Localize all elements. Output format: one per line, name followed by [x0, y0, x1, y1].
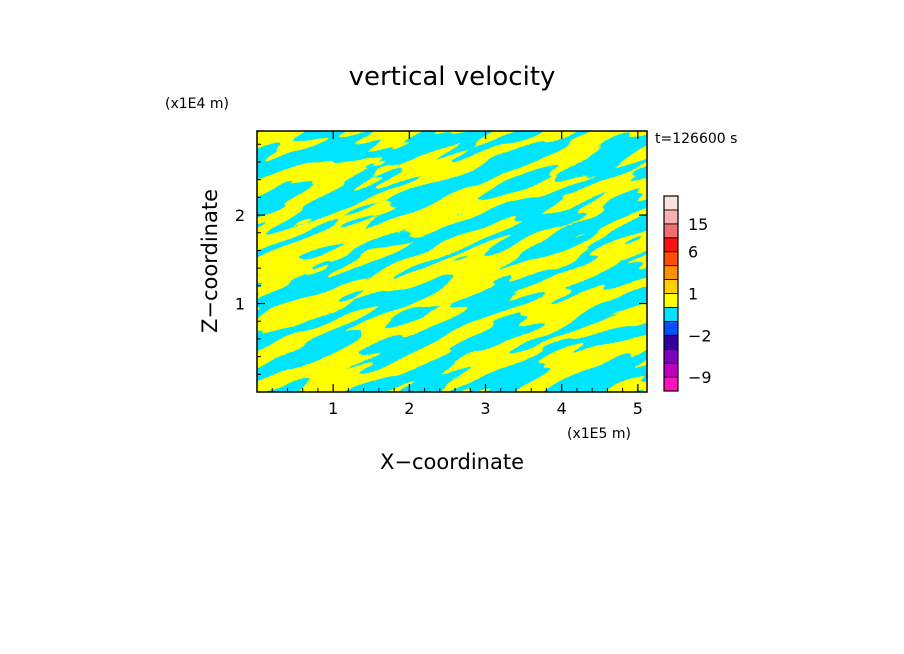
x-tick-label: 3: [480, 399, 490, 418]
x-axis: 1 2 3 4 5: [271, 131, 643, 418]
colorbar-tick-label: 6: [688, 243, 698, 262]
time-label: t=126600 s: [655, 131, 737, 147]
colorbar-segment: [663, 307, 679, 322]
colorbar-segment: [663, 279, 679, 294]
y-tick-label: 1: [235, 295, 245, 314]
x-axis-label: X−coordinate: [380, 450, 524, 474]
colorbar-frame: [663, 195, 679, 392]
plot-frame: [256, 130, 648, 393]
colorbar-segment: [663, 195, 679, 211]
y-unit-label: (x1E4 m): [165, 96, 229, 112]
colorbar-segment: [663, 251, 679, 267]
colorbar-segment: [663, 265, 679, 280]
y-axis: 12: [235, 143, 647, 375]
colorbar-segment: [663, 334, 679, 350]
colorbar-tick-label: 1: [688, 285, 698, 304]
colorbar-segment: [663, 209, 679, 225]
colorbar-segment: [663, 362, 679, 378]
x-unit-label: (x1E5 m): [567, 426, 631, 442]
colorbar-segment: [663, 293, 679, 308]
plot-area: [257, 131, 647, 392]
colorbar-segment: [663, 237, 679, 253]
colorbar-segment: [663, 376, 679, 392]
x-tick-label: 1: [328, 399, 338, 418]
colorbar-segment: [663, 320, 679, 336]
y-tick-label: 2: [235, 206, 245, 225]
colorbar-tick-label: −2: [688, 326, 712, 345]
x-tick-label: 5: [633, 399, 643, 418]
colorbar-tick-label: −9: [688, 368, 712, 387]
positive-velocity-field: [257, 131, 647, 392]
y-axis-label: Z−coordinate: [198, 189, 222, 333]
chart-title: vertical velocity: [349, 62, 556, 92]
x-tick-label: 4: [557, 399, 567, 418]
x-tick-label: 2: [404, 399, 414, 418]
colorbar: −9 −2 1 6 15: [663, 195, 712, 392]
colorbar-segment: [663, 348, 679, 364]
colorbar-tick-label: 15: [688, 215, 708, 234]
colorbar-segment: [663, 223, 679, 239]
